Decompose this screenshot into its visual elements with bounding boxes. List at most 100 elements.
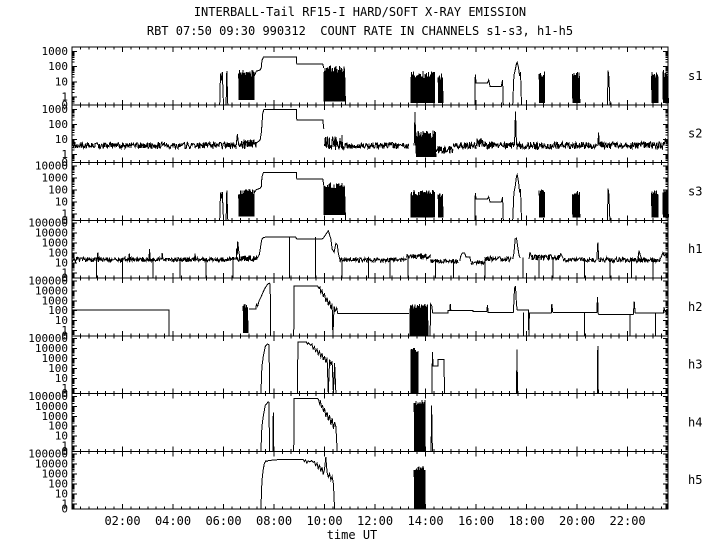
trace-s1	[572, 72, 581, 103]
trace-s2	[435, 144, 454, 154]
x-tick-label: 12:00	[357, 514, 393, 528]
trace-h2	[293, 285, 339, 336]
y-tick-label: 100	[48, 362, 68, 375]
trace-s2	[475, 138, 487, 148]
trace-h1	[598, 255, 661, 264]
y-tick-label: 0	[61, 214, 68, 227]
trace-s1	[512, 60, 522, 105]
y-tick-label: 10000	[35, 160, 68, 173]
x-tick-label: 10:00	[306, 514, 342, 528]
trace-h1	[484, 254, 512, 264]
trace-h4	[272, 412, 275, 452]
y-tick-label: 0	[61, 329, 68, 342]
trace-h2	[242, 303, 249, 333]
trace-h3	[596, 346, 599, 394]
y-tick-label: 100000	[28, 390, 68, 403]
y-tick-label: 10	[55, 133, 68, 146]
y-tick-label: 1	[61, 497, 68, 510]
trace-h2	[486, 304, 514, 313]
trace-h2	[429, 302, 434, 336]
y-tick-label: 0	[61, 387, 68, 400]
trace-h5	[72, 457, 336, 510]
y-tick-label: 0	[61, 98, 68, 111]
trace-h2	[632, 301, 636, 315]
panel-frame	[71, 277, 669, 337]
trace-s1	[323, 65, 346, 102]
trace-h1	[430, 258, 459, 265]
y-tick-label: 100000	[28, 274, 68, 287]
y-tick-label: 10000	[35, 342, 68, 355]
y-tick-label: 10	[55, 256, 68, 269]
channel-label: h4	[688, 415, 702, 429]
trace-h2	[248, 282, 271, 336]
y-tick-label: 1000	[42, 103, 69, 116]
trace-s3	[238, 188, 255, 217]
x-tick-label: 14:00	[407, 514, 443, 528]
panel-frame	[71, 104, 669, 163]
trace-s2	[516, 140, 598, 151]
trace-h2	[72, 309, 170, 336]
trace-s1	[344, 75, 346, 105]
y-tick-label: 100	[48, 60, 68, 73]
trace-h1	[406, 252, 431, 261]
panel-frame	[71, 393, 669, 452]
panel-s1: 1000 100 10 10 s1	[42, 45, 703, 111]
trace-s3	[344, 194, 346, 221]
y-tick-label: 100	[48, 184, 68, 197]
trace-h2	[596, 296, 599, 315]
x-tick-label: 18:00	[509, 514, 545, 528]
y-tick-label: 0	[61, 445, 68, 458]
trace-h1	[257, 229, 341, 260]
trace-s1	[538, 71, 546, 103]
trace-s2	[71, 140, 237, 151]
x-tick-label: 06:00	[205, 514, 241, 528]
y-tick-label: 10	[55, 196, 68, 209]
trace-h2	[409, 303, 429, 336]
trace-s2	[514, 111, 517, 146]
channel-label: h3	[688, 358, 702, 372]
trace-h1	[562, 256, 597, 263]
trace-s3	[323, 182, 346, 216]
trace-h3	[431, 352, 445, 394]
trace-s2	[344, 141, 410, 151]
trace-h1	[531, 253, 560, 262]
y-tick-label: 10	[55, 314, 68, 327]
x-tick-label: 16:00	[458, 514, 494, 528]
trace-h1	[659, 251, 669, 260]
trace-s3	[410, 189, 436, 218]
trace-h1	[339, 255, 407, 264]
trace-s2	[413, 112, 417, 146]
trace-s2	[235, 134, 240, 146]
y-tick-label: 1	[61, 440, 68, 453]
trace-s1	[606, 70, 611, 105]
trace-s2	[323, 134, 345, 151]
trace-s3	[512, 172, 522, 221]
trace-s1	[238, 69, 255, 101]
channel-label: h5	[688, 473, 702, 487]
y-tick-label: 1	[61, 207, 68, 220]
trace-s3	[662, 190, 669, 218]
y-tick-label: 100	[48, 420, 68, 433]
trace-h5	[413, 465, 426, 510]
trace-h3	[72, 343, 271, 394]
y-tick-label: 1	[61, 90, 68, 103]
x-tick-label: 08:00	[256, 514, 292, 528]
trace-s1	[662, 69, 669, 103]
trace-s3	[219, 191, 224, 221]
trace-s2	[256, 108, 325, 144]
trace-s2	[452, 140, 477, 150]
y-tick-label: 1000	[42, 45, 69, 58]
trace-s1	[219, 71, 224, 105]
y-tick-label: 1	[61, 324, 68, 337]
panel-s2: 1000 100 10 10 s2	[42, 103, 703, 169]
y-tick-label: 100000	[28, 332, 68, 345]
y-tick-label: 100000	[28, 217, 68, 230]
y-tick-label: 10	[55, 430, 68, 443]
x-tick-label: 04:00	[155, 514, 191, 528]
trace-s3	[651, 190, 659, 218]
y-tick-label: 100000	[28, 448, 68, 461]
